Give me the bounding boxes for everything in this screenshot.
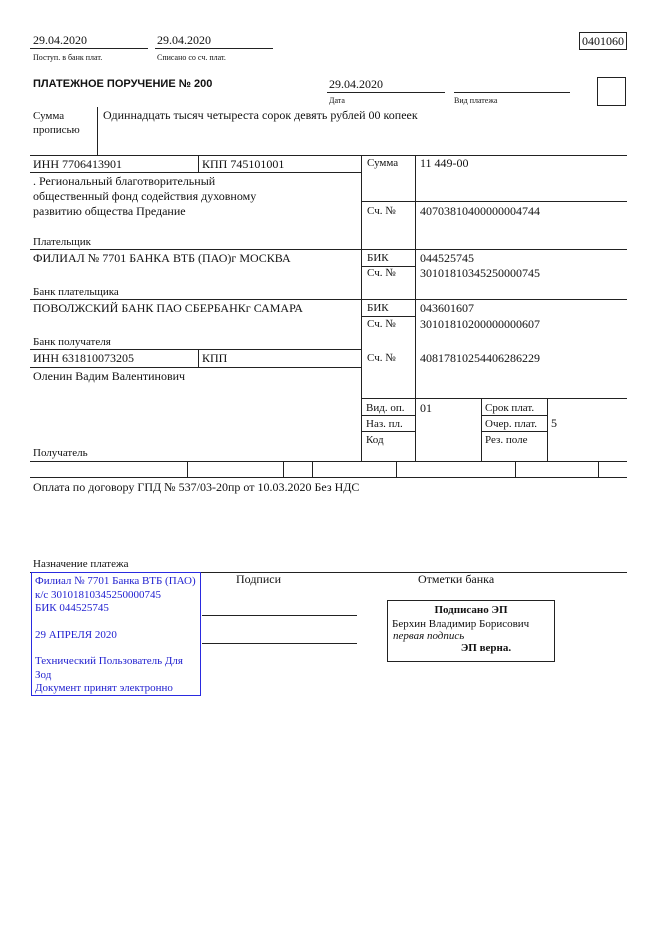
payer-bank-label: Банк плательщика [33, 286, 119, 298]
recipient-inn: ИНН 631810073205 [33, 351, 134, 365]
recipient-bank-name: ПОВОЛЖСКИЙ БАНК ПАО СБЕРБАНКг САМАРА [33, 301, 303, 315]
recipient-bank-label: Банк получателя [33, 336, 111, 348]
payer-label: Плательщик [33, 236, 91, 248]
term-label: Срок плат. [485, 402, 535, 414]
e-signature-box: Подписано ЭП Берхин Владимир Борисович п… [387, 600, 555, 662]
code-label: Код [366, 434, 384, 446]
payer-bank-bik: 044525745 [420, 251, 474, 265]
debited-date: 29.04.2020 [157, 33, 211, 47]
purpose-label: Назначение платежа [33, 558, 129, 570]
received-date: 29.04.2020 [33, 33, 87, 47]
signature-line-2 [202, 643, 357, 644]
recipient-account-label: Сч. № [367, 352, 396, 364]
payer-inn: ИНН 7706413901 [33, 157, 122, 171]
amount-value: 11 449-00 [420, 156, 469, 170]
payer-bank-account-label: Сч. № [367, 267, 396, 279]
signature-line-1 [202, 615, 357, 616]
page-title: ПЛАТЕЖНОЕ ПОРУЧЕНИЕ № 200 [33, 78, 213, 90]
payer-name: . Региональный благотворительный обществе… [33, 174, 257, 218]
recipient-account: 40817810254406286229 [420, 351, 540, 365]
form-code: 0401060 [579, 32, 627, 50]
bank-marks-label: Отметки банка [418, 572, 495, 586]
debited-label: Списано со сч. плат. [157, 53, 226, 62]
priority-label: Очер. плат. [485, 418, 538, 430]
recipient-kpp: КПП [202, 351, 228, 365]
recipient-bank-account: 30101810200000000607 [420, 317, 540, 331]
payment-status-box [597, 77, 626, 106]
payment-purpose: Оплата по договору ГПД № 537/03-20пр от … [33, 480, 360, 494]
bank-stamp: Филиал № 7701 Банка ВТБ (ПАО) к/с 301018… [31, 572, 201, 696]
amount-words-label: Сумма прописью [33, 110, 80, 136]
payer-account: 40703810400000004744 [420, 204, 540, 218]
date-label: Дата [329, 96, 345, 105]
recipient-name: Оленин Вадим Валентинович [33, 369, 186, 383]
priority-value: 5 [551, 416, 557, 430]
amount-words: Одиннадцать тысяч четыреста сорок девять… [103, 108, 418, 122]
recipient-label: Получатель [33, 447, 88, 459]
purpose-code-label: Наз. пл. [366, 418, 403, 430]
recipient-bank-bik: 043601607 [420, 301, 474, 315]
payer-bank-bik-label: БИК [367, 252, 389, 264]
op-type: 01 [420, 401, 432, 415]
payer-account-label: Сч. № [367, 205, 396, 217]
payer-bank-account: 30101810345250000745 [420, 266, 540, 280]
payer-bank-name: ФИЛИАЛ № 7701 БАНКА ВТБ (ПАО)г МОСКВА [33, 251, 291, 265]
recipient-bank-account-label: Сч. № [367, 318, 396, 330]
op-type-label: Вид. оп. [366, 402, 405, 414]
recipient-bank-bik-label: БИК [367, 302, 389, 314]
document-date: 29.04.2020 [329, 77, 383, 91]
amount-label: Сумма [367, 157, 399, 169]
reserve-label: Рез. поле [485, 434, 528, 446]
signatures-label: Подписи [236, 572, 282, 586]
payment-type-label: Вид платежа [454, 96, 498, 105]
received-label: Поступ. в банк плат. [33, 53, 103, 62]
payer-kpp: КПП 745101001 [202, 157, 285, 171]
